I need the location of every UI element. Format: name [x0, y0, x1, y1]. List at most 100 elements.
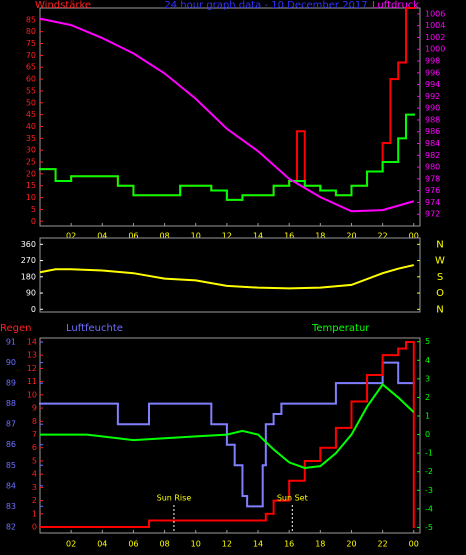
y-tick-label: 180 — [21, 272, 36, 281]
y-tick-label: 7 — [32, 430, 37, 439]
y3-tick-label: 82 — [6, 522, 16, 531]
y2-tick-label: 0 — [425, 430, 430, 439]
y-tick-label: 45 — [26, 110, 36, 119]
y-tick-label: 0 — [32, 523, 37, 532]
x-tick-label: 16 — [284, 232, 294, 241]
y-tick-label: 12 — [27, 364, 37, 373]
y-tick-label: 14 — [27, 337, 37, 346]
y3-tick-label: 83 — [6, 502, 16, 511]
y3-tick-label: 86 — [6, 440, 16, 449]
y2-tick-label: -3 — [425, 486, 433, 495]
y2-tick-label: 994 — [425, 80, 440, 89]
y-tick-label: 25 — [26, 158, 36, 167]
y-axis-label: Windstärke — [35, 0, 91, 11]
y2-tick-label: 974 — [425, 198, 440, 207]
x-tick-label: 08 — [159, 232, 169, 241]
x-tick-label: 10 — [191, 232, 201, 241]
data-line — [40, 382, 415, 470]
y2-tick-label: 976 — [425, 186, 440, 195]
y2-tick-label: -1 — [425, 449, 433, 458]
y-tick-label: 0 — [31, 305, 36, 314]
x-tick-label: 00 — [409, 232, 419, 241]
x-tick-label: 14 — [253, 540, 263, 549]
y-tick-label: 70 — [26, 51, 36, 60]
y2-tick-label: 988 — [425, 115, 440, 124]
x-tick-label: 18 — [315, 232, 325, 241]
x-tick-label: 22 — [378, 540, 388, 549]
y2-axis-label: Temperatur — [311, 323, 370, 334]
y2-tick-label: 5 — [425, 337, 430, 346]
x-tick-label: 06 — [128, 232, 138, 241]
y2-tick-label: -2 — [425, 467, 433, 476]
y3-tick-label: 90 — [6, 358, 16, 367]
y3-tick-label: 89 — [6, 379, 16, 388]
x-tick-label: 12 — [222, 232, 232, 241]
y-tick-label: 60 — [26, 75, 36, 84]
y2-tick-label: 2 — [425, 393, 430, 402]
y-tick-label: 8 — [32, 417, 37, 426]
y2-tick-label: 1002 — [425, 33, 445, 42]
y-tick-label: 85 — [26, 15, 36, 24]
y-tick-label: 50 — [26, 98, 36, 107]
y2-tick-label: 982 — [425, 151, 440, 160]
x-tick-label: 00 — [409, 540, 419, 549]
chart-title: 24 hour graph data - 10 December 2017 — [164, 0, 367, 11]
y2-tick-label: -4 — [425, 504, 433, 513]
y-tick-label: 360 — [21, 240, 36, 249]
y-tick-label: 30 — [26, 146, 36, 155]
plot-frame — [39, 7, 421, 227]
x-tick-label: 06 — [128, 540, 138, 549]
y2-tick-label: 990 — [425, 104, 440, 113]
y2-tick-label: 1006 — [425, 9, 445, 18]
y-tick-label: 2 — [32, 496, 37, 505]
x-tick-label: 18 — [315, 540, 325, 549]
y2-axis-label: Luftdruck — [372, 0, 419, 11]
y2-tick-label: 1004 — [425, 21, 445, 30]
y-tick-label: 6 — [32, 443, 37, 452]
x-tick-label: 02 — [66, 540, 76, 549]
plot-frame — [39, 237, 421, 313]
y3-axis-label: Luftfeuchte — [66, 323, 123, 334]
x-tick-label: 20 — [346, 232, 356, 241]
y3-tick-label: 87 — [6, 420, 16, 429]
y-tick-label: 5 — [32, 456, 37, 465]
y-tick-label: 75 — [26, 39, 36, 48]
y-tick-label: 90 — [26, 289, 36, 298]
annotation-label: Sun Set — [277, 494, 308, 503]
y2-tick-label: 3 — [425, 374, 430, 383]
y-tick-label: 5 — [31, 205, 36, 214]
x-tick-label: 20 — [346, 540, 356, 549]
y2-tick-label: 996 — [425, 68, 440, 77]
y2-tick-label: 992 — [425, 92, 440, 101]
y3-tick-label: 84 — [6, 481, 16, 490]
y-tick-label: 1 — [32, 509, 37, 518]
y2-tick-label: 998 — [425, 57, 440, 66]
y2-tick-label: 4 — [425, 356, 430, 365]
y3-tick-label: 91 — [6, 338, 16, 347]
x-tick-label: 22 — [378, 232, 388, 241]
y2-tick-label: 986 — [425, 127, 440, 136]
y-tick-label: 9 — [32, 404, 37, 413]
y-tick-label: 10 — [26, 193, 36, 202]
y-tick-label: 65 — [26, 63, 36, 72]
x-tick-label: 16 — [284, 540, 294, 549]
y2-tick-label: S — [437, 272, 443, 283]
x-tick-label: 04 — [97, 232, 107, 241]
y2-tick-label: N — [436, 304, 443, 315]
y-tick-label: 270 — [21, 256, 36, 265]
annotation-label: Sun Rise — [157, 494, 192, 503]
y-axis-label: Regen — [0, 323, 32, 334]
y-tick-label: 80 — [26, 27, 36, 36]
y3-tick-label: 88 — [6, 399, 16, 408]
y-tick-label: 0 — [31, 217, 36, 226]
y-tick-label: 40 — [26, 122, 36, 131]
y-tick-label: 10 — [27, 390, 37, 399]
y-tick-label: 13 — [27, 351, 37, 360]
y-tick-label: 55 — [26, 86, 36, 95]
y-tick-label: 35 — [26, 134, 36, 143]
data-line — [39, 17, 415, 213]
y2-tick-label: 972 — [425, 210, 440, 219]
y3-tick-label: 85 — [6, 461, 16, 470]
